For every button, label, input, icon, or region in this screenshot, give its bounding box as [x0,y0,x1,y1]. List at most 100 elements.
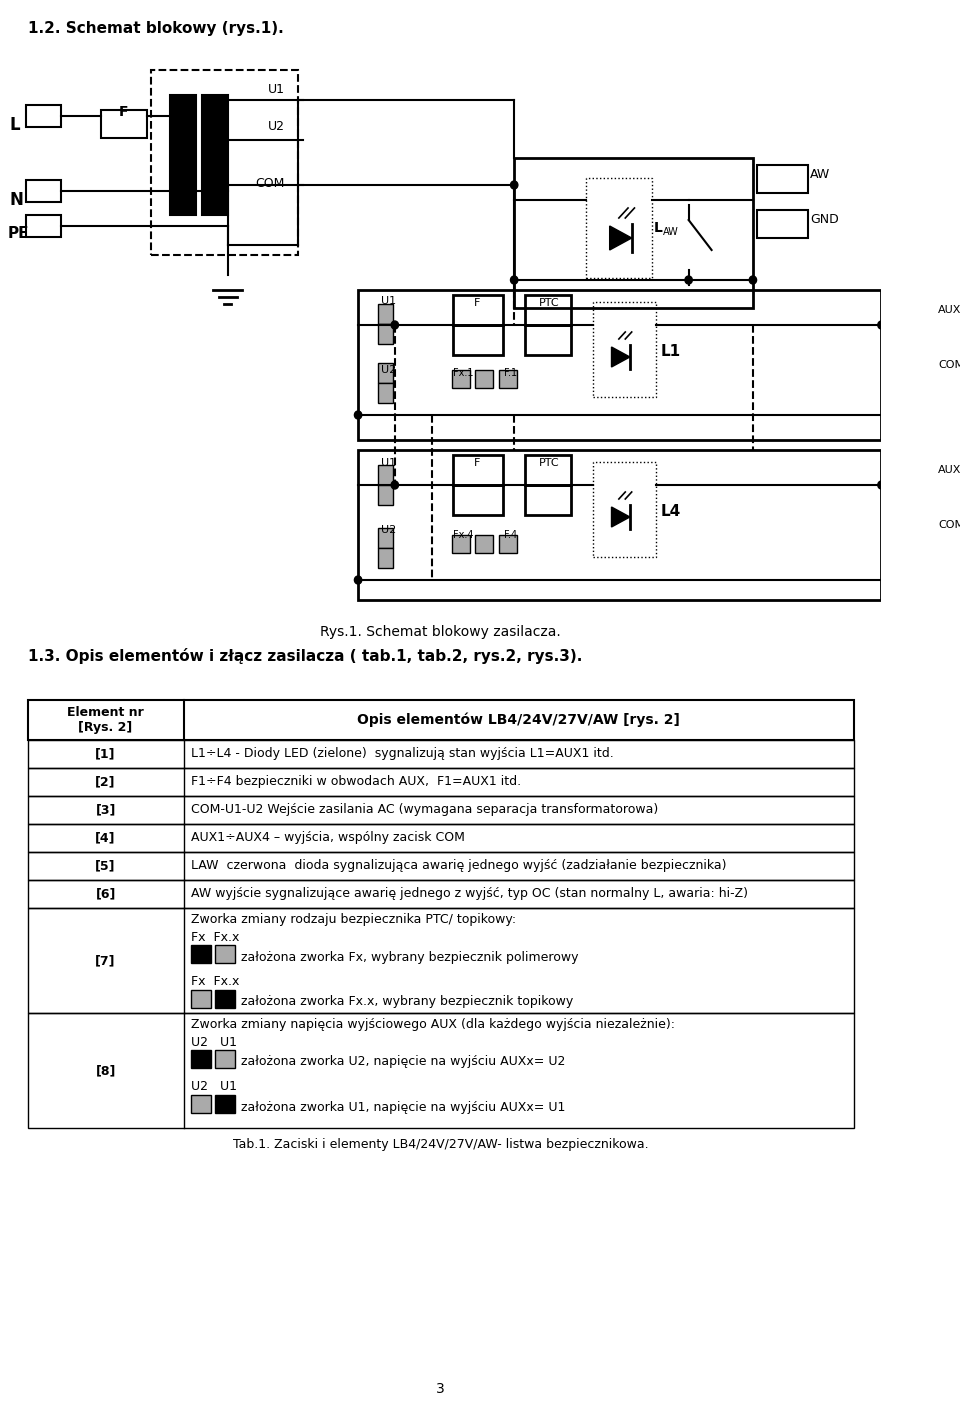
Bar [886,518,937,545]
Bar [26,106,60,127]
Circle shape [877,321,885,329]
Bar [378,324,393,344]
Text: [2]: [2] [95,776,116,789]
Text: AUX1: AUX1 [938,305,960,315]
Text: COM: COM [938,520,960,530]
Circle shape [749,277,756,284]
Text: AUX4: AUX4 [938,465,960,475]
Text: L: L [10,116,20,134]
Bar [28,769,853,796]
Text: U2: U2 [381,525,396,535]
Text: AW: AW [810,168,830,181]
Bar [453,295,503,325]
Bar [28,908,853,1012]
Bar [28,740,853,769]
Text: AW: AW [663,227,679,237]
Text: Tab.1. Zaciski i elementy LB4/24V/27V/AW- listwa bezpiecznikowa.: Tab.1. Zaciski i elementy LB4/24V/27V/AW… [233,1138,649,1151]
Text: F: F [119,106,129,118]
Bar [757,165,808,193]
Text: AUX1÷AUX4 – wyjścia, wspólny zacisk COM: AUX1÷AUX4 – wyjścia, wspólny zacisk COM [191,831,465,844]
Circle shape [511,277,517,284]
Text: [3]: [3] [95,803,116,817]
Text: założona zworka Fx.x, wybrany bezpiecznik topikowy: założona zworka Fx.x, wybrany bezpieczni… [241,995,573,1008]
Text: Rys.1. Schemat blokowy zasilacza.: Rys.1. Schemat blokowy zasilacza. [321,625,561,639]
Text: F: F [474,458,481,468]
Bar [28,824,853,851]
Bar [191,1050,211,1068]
Text: LAW  czerwona  dioda sygnalizująca awarię jednego wyjść (zadziałanie bezpiecznik: LAW czerwona dioda sygnalizująca awarię … [191,860,727,873]
Text: AW wyjście sygnalizujące awarię jednego z wyjść, typ OC (stan normalny L, awaria: AW wyjście sygnalizujące awarię jednego … [191,887,748,900]
Bar [191,945,211,963]
Text: [4]: [4] [95,831,116,844]
Text: Element nr
[Rys. 2]: Element nr [Rys. 2] [67,706,144,734]
Text: [8]: [8] [95,1064,116,1077]
Text: [5]: [5] [95,860,116,873]
Bar [593,462,656,558]
Bar [593,302,656,396]
Bar [886,302,937,329]
Bar [28,851,853,880]
Text: założona zworka U1, napięcie na wyjściu AUXx= U1: założona zworka U1, napięcie na wyjściu … [241,1101,564,1114]
Circle shape [511,181,517,190]
Bar [452,369,470,388]
Text: 3: 3 [437,1382,445,1396]
Text: U1: U1 [268,83,285,96]
Text: U2   U1: U2 U1 [191,1079,237,1092]
Bar [452,535,470,553]
Text: [7]: [7] [95,954,116,967]
Text: Zworka zmiany rodzaju bezpiecznika PTC/ topikowy:: Zworka zmiany rodzaju bezpiecznika PTC/ … [191,913,516,925]
Bar [378,304,393,324]
Text: założona zworka U2, napięcie na wyjściu AUXx= U2: założona zworka U2, napięcie na wyjściu … [241,1055,564,1068]
Text: F.4: F.4 [504,530,517,540]
Circle shape [877,481,885,489]
Bar [525,295,571,325]
Text: Opis elementów LB4/24V/27V/AW [rys. 2]: Opis elementów LB4/24V/27V/AW [rys. 2] [357,713,681,727]
Circle shape [354,576,362,585]
Text: Fx.4: Fx.4 [452,530,473,540]
Text: Fx.1: Fx.1 [452,368,473,378]
Text: 1.3. Opis elementów i złącz zasilacza ( tab.1, tab.2, rys.2, rys.3).: 1.3. Opis elementów i złącz zasilacza ( … [28,647,582,665]
Text: U2   U1: U2 U1 [191,1037,237,1050]
Text: 1.2. Schemat blokowy (rys.1).: 1.2. Schemat blokowy (rys.1). [28,21,283,36]
Bar [28,700,853,740]
Polygon shape [612,347,630,366]
Bar [101,110,147,138]
Text: F: F [474,298,481,308]
Polygon shape [610,225,632,250]
Bar [170,96,196,215]
Text: N: N [10,191,23,210]
Bar [215,1095,235,1114]
Text: U2: U2 [381,365,396,375]
Text: F1÷F4 bezpieczniki w obwodach AUX,  F1=AUX1 itd.: F1÷F4 bezpieczniki w obwodach AUX, F1=AU… [191,776,521,789]
Text: L: L [654,221,662,235]
Bar [378,528,393,548]
Bar [191,1095,211,1114]
Bar [453,485,503,515]
Text: Fx  Fx.x: Fx Fx.x [191,931,239,944]
Bar [202,96,228,215]
Bar [26,215,60,237]
Text: L1: L1 [660,345,681,359]
Bar [474,369,493,388]
Text: U2: U2 [268,120,285,133]
Text: U1: U1 [381,297,396,307]
Bar [515,158,753,308]
Bar [378,485,393,505]
Bar [886,356,937,385]
Text: GND: GND [810,212,839,225]
Bar [28,880,853,908]
Text: Zworka zmiany napięcia wyjściowego AUX (dla każdego wyjścia niezależnie):: Zworka zmiany napięcia wyjściowego AUX (… [191,1018,675,1031]
Text: F.1: F.1 [504,368,517,378]
Text: COM: COM [255,177,284,190]
Bar [525,455,571,485]
Bar [215,945,235,963]
Bar [215,990,235,1008]
Bar [498,369,516,388]
Bar [378,364,393,384]
Bar [378,465,393,485]
Bar [26,180,60,202]
Bar [191,990,211,1008]
Bar [378,384,393,404]
Bar [358,289,881,441]
Bar [525,325,571,355]
